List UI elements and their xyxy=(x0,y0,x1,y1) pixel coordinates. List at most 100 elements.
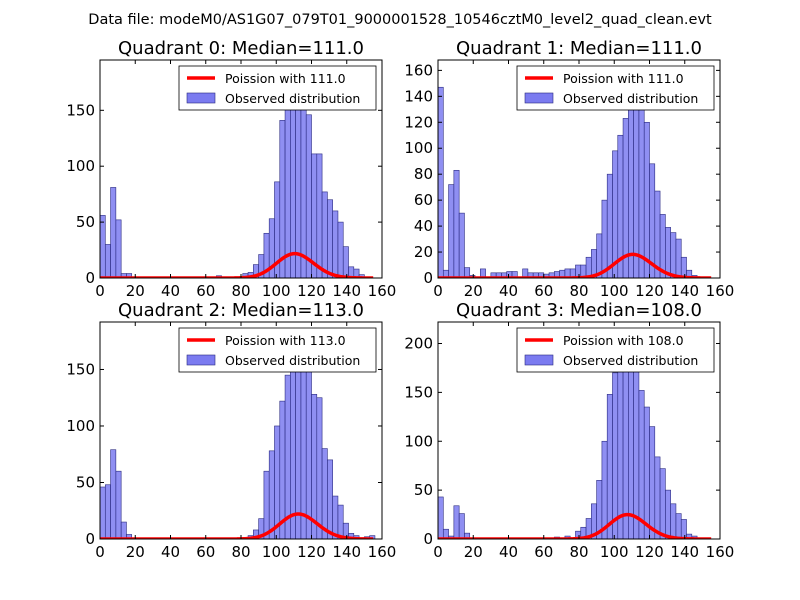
histogram-bar xyxy=(104,244,111,278)
histogram-bar xyxy=(606,173,613,278)
x-tick-label: 40 xyxy=(499,282,518,300)
histogram-bar xyxy=(279,120,286,278)
x-tick-label: 60 xyxy=(196,282,215,300)
histogram-bar xyxy=(464,267,471,278)
quadrant-3-title: Quadrant 3: Median=108.0 xyxy=(456,300,702,321)
x-tick-label: 140 xyxy=(670,543,699,561)
legend-label-observed: Observed distribution xyxy=(225,91,360,106)
legend-label-observed: Observed distribution xyxy=(563,91,698,106)
y-tick-label: 40 xyxy=(414,217,433,235)
histogram-bar xyxy=(633,359,640,539)
y-tick-label: 140 xyxy=(404,87,433,105)
histogram-bar xyxy=(115,219,122,278)
x-tick-label: 40 xyxy=(499,543,518,561)
x-tick-label: 160 xyxy=(368,543,397,561)
histogram-bar xyxy=(675,238,682,278)
histogram-bar xyxy=(126,534,133,539)
histogram-bar xyxy=(628,86,634,278)
histogram-bar xyxy=(670,503,677,539)
x-tick-label: 20 xyxy=(126,543,145,561)
x-tick-label: 60 xyxy=(196,543,215,561)
y-tick-label: 150 xyxy=(66,101,95,119)
y-tick-label: 150 xyxy=(66,360,95,378)
histogram-bar xyxy=(100,215,106,278)
legend-label-poisson: Poission with 111.0 xyxy=(225,71,346,86)
x-tick-label: 160 xyxy=(706,282,735,300)
histogram-bar xyxy=(290,357,296,539)
histogram-bar xyxy=(458,513,465,539)
histogram-bar xyxy=(438,86,444,278)
legend-label-poisson: Poission with 111.0 xyxy=(563,71,684,86)
x-tick-label: 0 xyxy=(95,543,105,561)
x-tick-label: 100 xyxy=(262,543,291,561)
legend-label-observed: Observed distribution xyxy=(225,353,360,368)
figure-suptitle: Data file: modeM0/AS1G07_079T01_90000015… xyxy=(88,12,712,28)
histogram-bar xyxy=(670,232,677,278)
histogram-bar xyxy=(311,153,318,278)
legend: Poission with 108.0 Observed distribution xyxy=(516,327,715,373)
quadrant-1-title: Quadrant 1: Median=111.0 xyxy=(456,38,702,59)
x-tick-label: 20 xyxy=(464,282,483,300)
legend: Poission with 113.0 Observed distribution xyxy=(178,327,377,373)
x-tick-label: 0 xyxy=(433,543,443,561)
y-tick-label: 100 xyxy=(404,139,433,157)
y-tick-label: 0 xyxy=(423,269,433,287)
quadrant-2-title: Quadrant 2: Median=113.0 xyxy=(118,300,364,321)
histogram-bar xyxy=(617,352,624,539)
histogram-bar xyxy=(316,397,323,539)
histogram-bar xyxy=(274,425,281,539)
histogram-bar xyxy=(448,184,455,278)
histogram-bar xyxy=(601,199,608,278)
histogram-bar xyxy=(638,84,645,278)
quadrant-3-panel: Quadrant 3: Median=108.0 0 20 40 60 80 100 120… xyxy=(404,300,734,561)
histogram-bar xyxy=(680,519,687,539)
histogram-bar xyxy=(675,513,682,539)
x-tick-label: 120 xyxy=(297,282,326,300)
histogram-bar xyxy=(327,459,333,539)
y-tick-label: 160 xyxy=(404,61,433,79)
x-tick-label: 40 xyxy=(161,543,180,561)
histogram-bar xyxy=(321,448,328,539)
histogram-bar xyxy=(268,450,275,539)
histogram-bar xyxy=(120,521,127,539)
legend: Poission with 111.0 Observed distribution xyxy=(178,65,377,111)
x-tick-label: 80 xyxy=(569,543,588,561)
histogram-bar xyxy=(643,406,650,539)
legend-bar-swatch xyxy=(524,92,554,104)
histogram-bar xyxy=(100,486,106,539)
histogram-bar xyxy=(649,426,656,539)
quadrant-3-plot: 0 20 40 60 80 100 120 140 160 0 50 100 150 200 Poissio… xyxy=(404,321,734,561)
legend-bar-swatch xyxy=(186,92,216,104)
y-tick-label: 50 xyxy=(76,213,95,231)
x-tick-label: 160 xyxy=(368,282,397,300)
histogram-bar xyxy=(458,212,465,278)
histogram-bar xyxy=(316,153,323,278)
y-tick-label: 50 xyxy=(76,473,95,491)
y-tick-label: 100 xyxy=(404,432,433,450)
histogram-bar xyxy=(438,496,444,539)
histogram-bar xyxy=(321,191,328,278)
y-tick-label: 0 xyxy=(85,269,95,287)
x-tick-label: 100 xyxy=(600,282,629,300)
histogram-bar xyxy=(115,470,122,539)
x-tick-label: 80 xyxy=(569,282,588,300)
x-tick-label: 140 xyxy=(332,282,361,300)
histogram-bar xyxy=(453,169,460,278)
histogram-bar xyxy=(638,390,645,539)
x-tick-label: 140 xyxy=(670,282,699,300)
histogram-bar xyxy=(327,199,333,278)
quadrant-2-plot: 0 20 40 60 80 100 120 140 160 0 50 100 150 Poission w… xyxy=(66,321,397,561)
x-tick-label: 20 xyxy=(126,282,145,300)
x-tick-label: 40 xyxy=(161,282,180,300)
histogram-bar xyxy=(654,456,661,539)
legend-label-poisson: Poission with 113.0 xyxy=(225,333,346,348)
quadrant-0-plot: 0 20 40 60 80 100 120 140 160 0 50 100 150 Poission w… xyxy=(66,59,397,300)
legend-label-poisson: Poission with 108.0 xyxy=(563,333,684,348)
histogram-bar xyxy=(305,369,312,539)
histogram-bar xyxy=(311,394,318,539)
histogram-bar xyxy=(606,394,613,539)
quadrant-0-title: Quadrant 0: Median=111.0 xyxy=(118,38,364,59)
histogram-bar xyxy=(612,372,619,539)
quadrant-0-panel: Quadrant 0: Median=111.0 0 20 40 60 80 100 120… xyxy=(66,38,396,300)
